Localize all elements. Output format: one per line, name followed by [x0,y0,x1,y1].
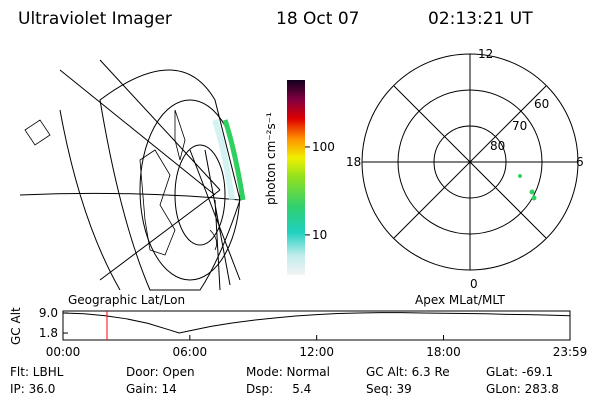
status-field: GLon: 283.8 [486,382,559,396]
x-tick-label: 06:00 [173,345,208,359]
mlt-label: 0 [470,277,478,291]
mlat-label: 70 [512,119,527,133]
title: Ultraviolet Imager [18,9,172,29]
status-field: Gain: 14 [126,382,177,396]
status-field: GLat: -69.1 [486,365,553,379]
mlat-label: 80 [490,139,505,153]
mlt-label: 6 [576,155,584,169]
polar-map [361,53,579,271]
time: 02:13:21 UT [428,9,533,29]
altitude-ylabel: GC Alt [9,307,23,345]
status-field: Door: Open [126,365,195,379]
status-field: IP: 36.0 [10,382,55,396]
right-map-title: Apex MLat/MLT [415,293,505,307]
mlt-label: 18 [346,155,361,169]
colorbar-tick-label: 100 [312,140,335,154]
mlat-label: 60 [534,97,549,111]
status-field: Seq: 39 [366,382,412,396]
x-tick-label: 12:00 [299,345,334,359]
left-map-title: Geographic Lat/Lon [68,293,185,307]
colorbar [287,80,305,275]
colorbar-tick-label: 10 [312,228,327,242]
x-tick-label: 00:00 [46,345,81,359]
mlt-label: 12 [478,47,493,61]
y-tick-label: 9.0 [39,306,58,320]
date: 18 Oct 07 [276,9,359,29]
x-tick-label: 23:59 [553,345,588,359]
status-field: GC Alt: 6.3 Re [366,365,450,379]
altitude-line [62,312,571,334]
status-field: Mode: Normal [246,365,330,379]
x-tick-label: 18:00 [426,345,461,359]
status-field: Dsp: 5.4 [246,382,311,396]
geographic-map [19,59,246,291]
status-field: Flt: LBHL [10,365,64,379]
y-tick-label: 1.8 [39,326,58,340]
colorbar-label: photon cm⁻²s⁻¹ [264,112,278,205]
